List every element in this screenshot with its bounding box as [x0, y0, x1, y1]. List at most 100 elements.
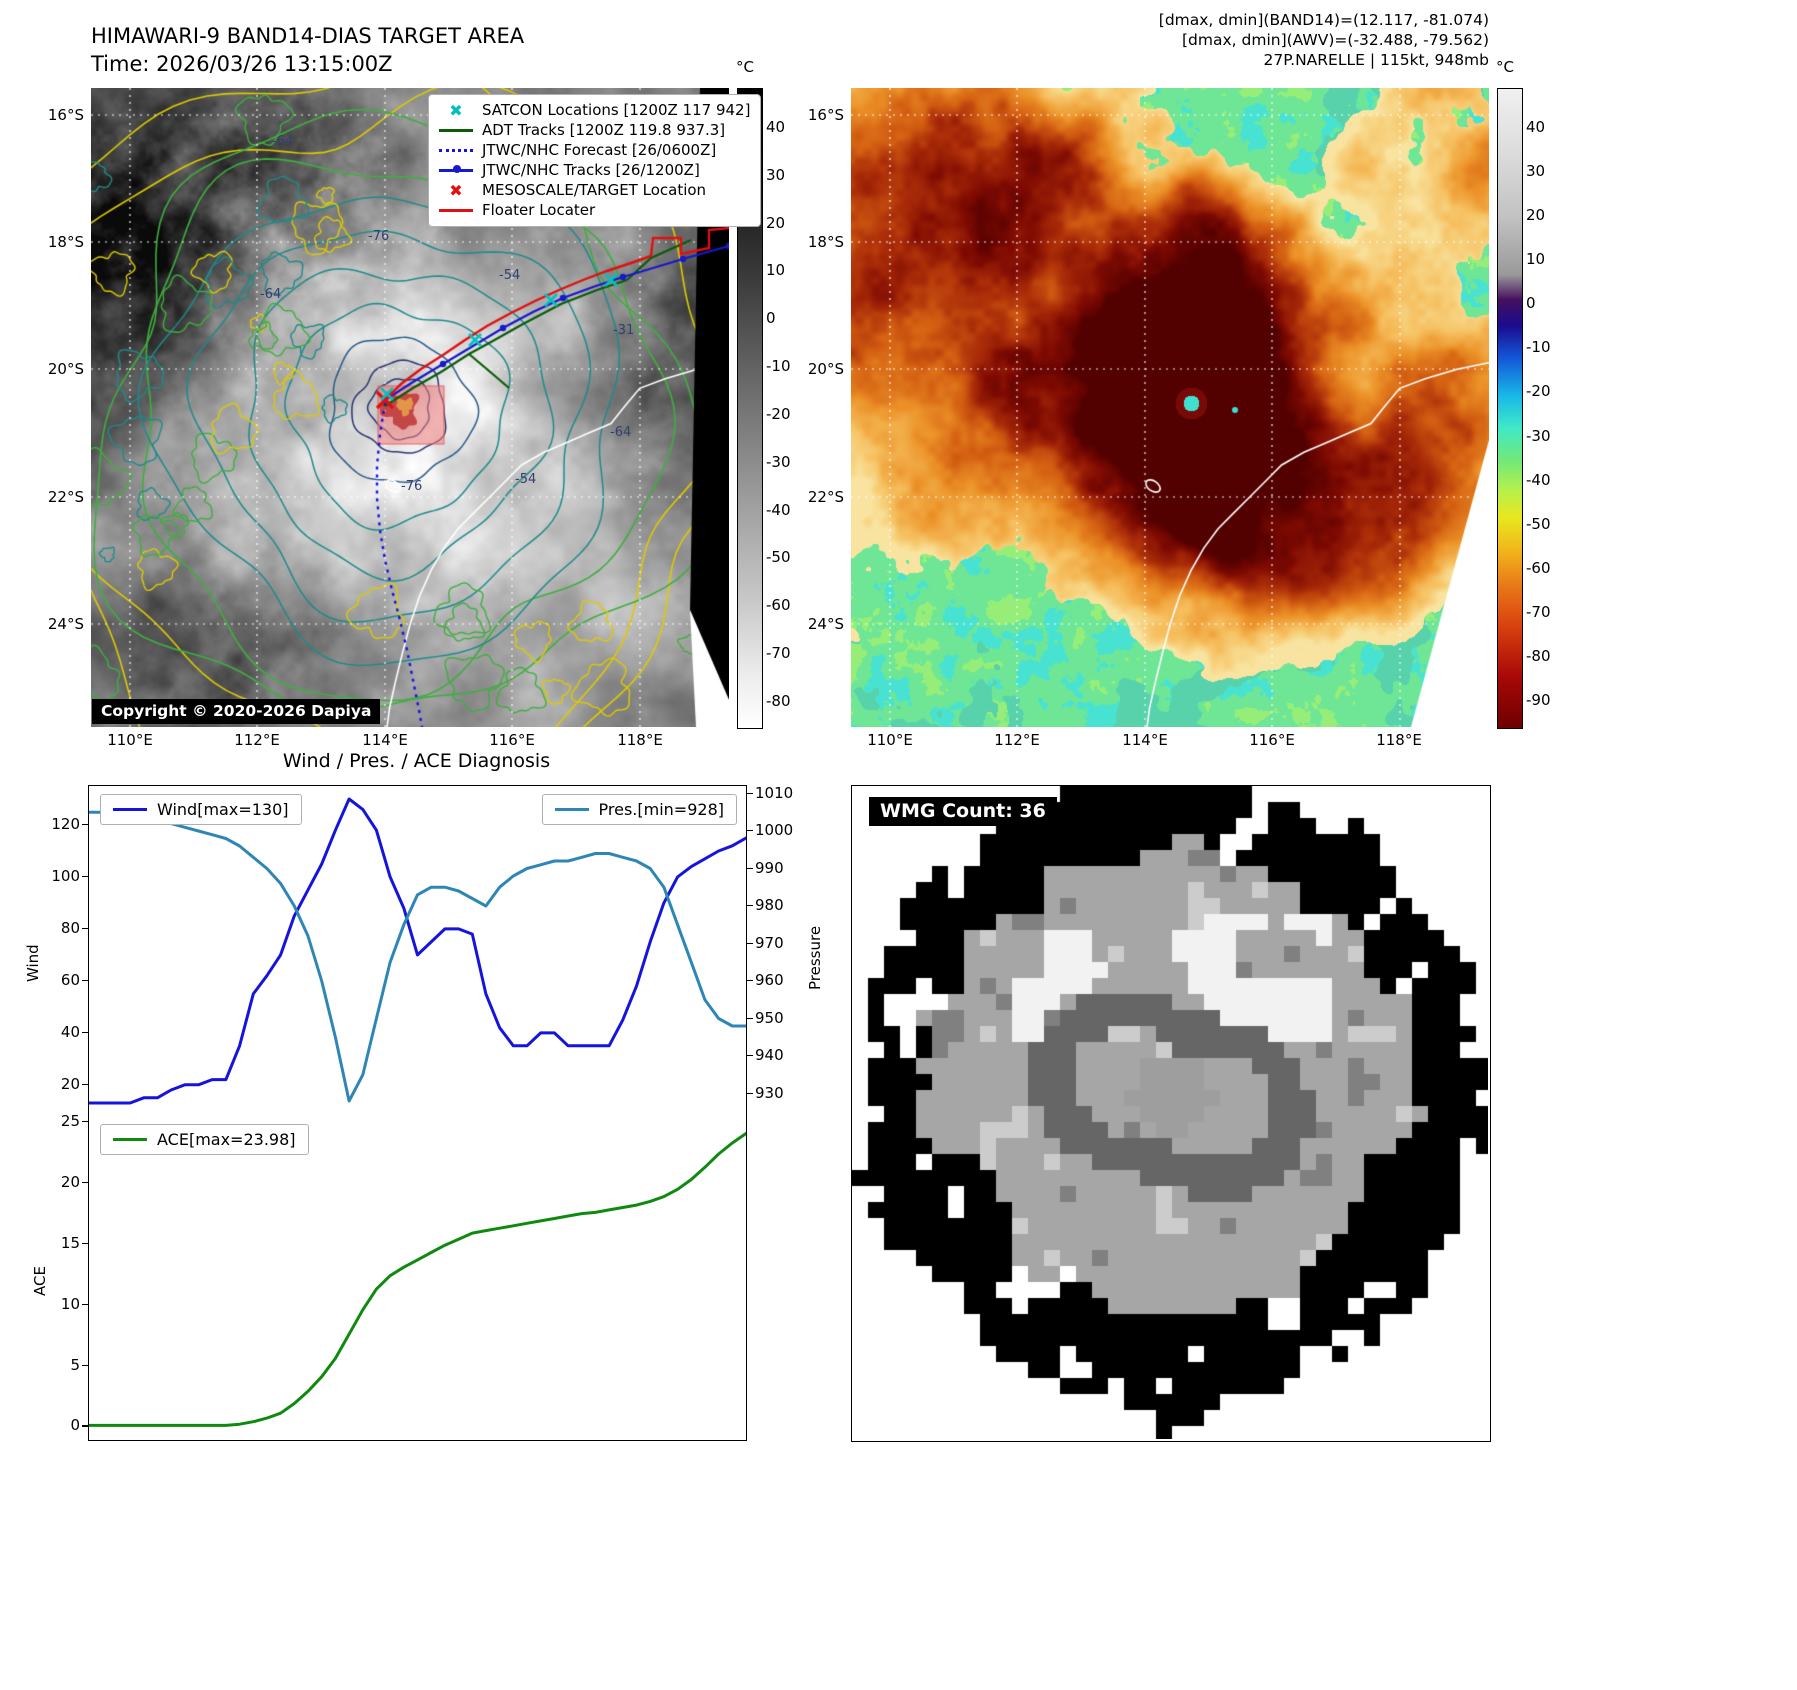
legend-label: ADT Tracks [1200Z 119.8 937.3]: [482, 121, 726, 139]
y-axis-tick: 100: [51, 866, 80, 885]
awv-colorbar: [1497, 88, 1523, 729]
legend-item: JTWC/NHC Tracks [26/1200Z]: [439, 162, 750, 179]
y-axis-tick: 25: [60, 1112, 80, 1131]
wind-pressure-chart: [88, 785, 747, 1117]
tick-mark: [82, 979, 88, 982]
awv-colorbar-tick: -90: [1526, 691, 1551, 710]
tick-mark: [82, 1364, 88, 1366]
awv-lat-tick: 24°S: [807, 615, 844, 633]
band14-colorbar-unit: °C: [736, 58, 754, 76]
wmg-image: [852, 786, 1488, 1439]
tick-mark: [82, 1242, 88, 1244]
series-line: [89, 810, 746, 1103]
band14-lat-tick: 24°S: [47, 615, 84, 633]
band14-title-block: HIMAWARI-9 BAND14-DIAS TARGET AREA Time:…: [91, 22, 524, 78]
contour-label: -54: [499, 268, 521, 283]
awv-colorbar-tick: 30: [1526, 162, 1546, 181]
band14-colorbar-tick: -20: [766, 404, 791, 423]
awv-info-line-storm: 27P.NARELLE | 115kt, 948mb: [1263, 51, 1490, 69]
copyright-label: Copyright © 2020-2026 Dapiya: [92, 699, 381, 724]
line-dot-marker-icon: [439, 165, 473, 173]
awv-colorbar-tick: -10: [1526, 338, 1551, 357]
band14-lon-tick: 118°E: [617, 731, 663, 749]
ace-line-swatch-icon: [113, 1138, 147, 1141]
legend-label: SATCON Locations [1200Z 117 942]: [482, 101, 751, 119]
tick-mark: [82, 1303, 88, 1305]
pressure-legend: Pres.[min=928]: [541, 794, 737, 825]
awv-lon-tick: 114°E: [1122, 731, 1168, 749]
band14-lat-tick: 18°S: [47, 233, 84, 251]
legend-item: ADT Tracks [1200Z 119.8 937.3]: [439, 122, 750, 139]
tick-mark: [747, 1092, 753, 1094]
y-axis-tick: 990: [755, 858, 784, 877]
legend-label: JTWC/NHC Tracks [26/1200Z]: [482, 161, 700, 179]
series-line: [89, 797, 746, 1105]
contour-label: -54: [515, 472, 537, 487]
legend-label: Floater Locater: [482, 201, 596, 219]
awv-lat-tick: 18°S: [807, 233, 844, 251]
awv-colorbar-tick: -70: [1526, 602, 1551, 621]
contour-label: -64: [272, 134, 294, 149]
diagnosis-title: Wind / Pres. / ACE Diagnosis: [282, 750, 551, 772]
awv-lat-tick: 20°S: [807, 360, 844, 378]
awv-colorbar-tick: -30: [1526, 426, 1551, 445]
tick-mark: [747, 830, 753, 832]
band14-lat-tick: 22°S: [47, 488, 84, 506]
tick-mark: [82, 875, 88, 878]
legend-item: JTWC/NHC Forecast [26/0600Z]: [439, 142, 750, 159]
tick-mark: [747, 905, 753, 907]
series-line: [89, 1132, 746, 1427]
tick-mark: [82, 1031, 88, 1034]
tick-mark: [82, 927, 88, 930]
tick-mark: [747, 867, 753, 869]
legend-item: Floater Locater: [439, 202, 750, 219]
contour-label: -76: [401, 479, 423, 494]
band14-colorbar-tick: -40: [766, 500, 791, 519]
y-axis-tick: 1010: [755, 783, 794, 802]
y-axis-tick: 970: [755, 933, 784, 952]
awv-info-line-awv: [dmax, dmin](AWV)=(-32.488, -79.562): [1182, 31, 1489, 49]
contour-label: -64: [610, 425, 632, 440]
y-axis-tick: 930: [755, 1083, 784, 1102]
y-axis-tick: 40: [60, 1022, 80, 1041]
contour-label: -31: [613, 323, 635, 338]
line-marker-icon: [439, 209, 473, 212]
legend-label: JTWC/NHC Forecast [26/0600Z]: [482, 141, 717, 159]
band14-lon-tick: 116°E: [489, 731, 535, 749]
x-marker-icon: ✖: [449, 100, 463, 120]
awv-lon-tick: 110°E: [867, 731, 913, 749]
y-axis-tick: 0: [70, 1416, 80, 1435]
awv-info-line-band14: [dmax, dmin](BAND14)=(12.117, -81.074): [1158, 11, 1489, 29]
band14-colorbar-tick: -50: [766, 548, 791, 567]
awv-colorbar-tick: 0: [1526, 294, 1536, 313]
awv-colorbar-tick: -60: [1526, 558, 1551, 577]
tick-mark: [747, 980, 753, 982]
awv-colorbar-unit: °C: [1496, 58, 1514, 76]
tick-mark: [747, 792, 753, 794]
legend-item: ✖ MESOSCALE/TARGET Location: [439, 182, 750, 199]
awv-colorbar-tick: -40: [1526, 470, 1551, 489]
tick-mark: [747, 1055, 753, 1057]
wmg-count-label: WMG Count: 36: [869, 797, 1057, 826]
band14-colorbar-tick: -30: [766, 452, 791, 471]
awv-colorbar-tick: -50: [1526, 514, 1551, 533]
awv-colorbar-tick: 20: [1526, 206, 1546, 225]
awv-satellite-image: [851, 88, 1489, 727]
awv-map: [851, 88, 1489, 727]
tick-mark: [747, 1017, 753, 1019]
tick-mark: [82, 1121, 88, 1123]
wmg-panel: WMG Count: 36: [851, 785, 1491, 1442]
ace-chart: [88, 1115, 747, 1441]
wind-legend-label: Wind[max=130]: [157, 800, 289, 819]
y-axis-tick: 60: [60, 970, 80, 989]
tick-mark: [747, 942, 753, 944]
awv-colorbar-tick: -20: [1526, 382, 1551, 401]
y-axis-tick: 20: [60, 1074, 80, 1093]
awv-lon-tick: 116°E: [1249, 731, 1295, 749]
band14-lat-tick: 16°S: [47, 106, 84, 124]
y-axis-tick: 10: [60, 1294, 80, 1313]
contour-label: -76: [368, 229, 390, 244]
band14-colorbar-tick: -60: [766, 596, 791, 615]
band14-colorbar-tick: 20: [766, 213, 786, 232]
